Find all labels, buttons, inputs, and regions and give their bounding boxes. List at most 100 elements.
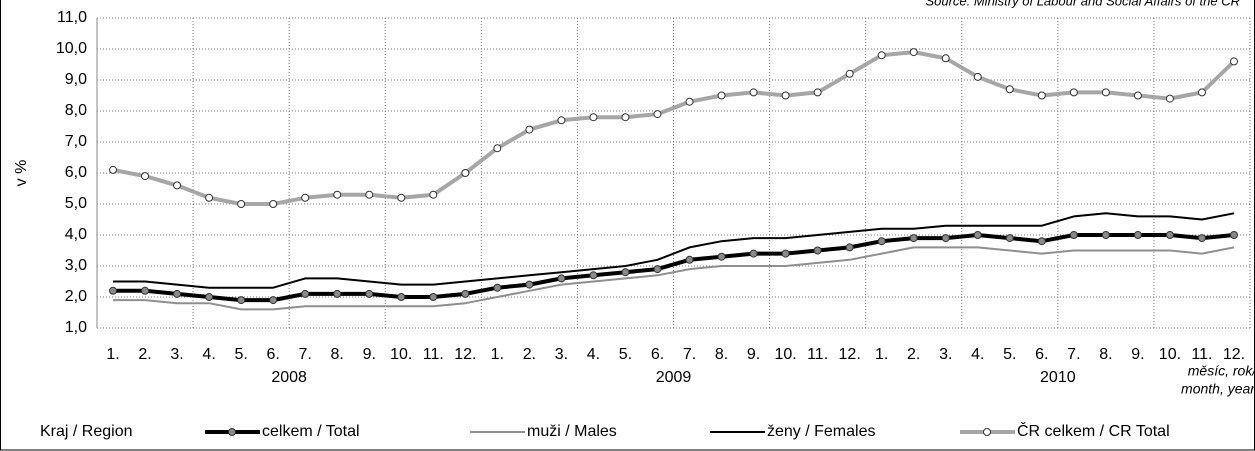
x-tick-label: 7. — [299, 346, 312, 363]
x-tick-label: 8. — [1099, 346, 1112, 363]
x-tick-label: 5. — [234, 346, 247, 363]
marker — [173, 289, 182, 298]
marker — [1005, 85, 1014, 94]
y-tick-label: 8,0 — [65, 102, 87, 119]
x-tick-label: 8. — [331, 346, 344, 363]
x-tick-label: 4. — [971, 346, 984, 363]
marker — [173, 181, 182, 190]
series-line — [112, 50, 1236, 206]
marker — [493, 144, 502, 153]
marker — [1197, 88, 1206, 97]
marker — [429, 190, 438, 199]
x-tick-label: 4. — [202, 346, 215, 363]
marker — [1005, 234, 1014, 243]
series-line — [113, 246, 1235, 311]
marker — [813, 246, 822, 255]
x-tick-label: 8. — [715, 346, 728, 363]
y-tick-label: 11,0 — [57, 9, 87, 26]
marker — [109, 286, 118, 295]
marker — [493, 283, 502, 292]
x-tick-label: 7. — [1067, 346, 1080, 363]
marker — [1069, 231, 1078, 239]
marker — [589, 113, 598, 122]
legend-marker — [228, 428, 236, 436]
y-tick-label: 1,0 — [65, 319, 87, 336]
x-tick-label: 12. — [839, 346, 861, 363]
legend-title: Kraj / Region — [40, 423, 133, 440]
marker — [1069, 88, 1078, 97]
x-tick-label: 2. — [138, 346, 151, 363]
marker — [781, 91, 790, 100]
marker — [653, 265, 662, 274]
marker — [1133, 91, 1142, 100]
x-tick-label: 3. — [555, 346, 568, 363]
x-tick-label: 10. — [390, 346, 412, 363]
x-tick-label: 3. — [170, 346, 183, 363]
marker — [557, 274, 566, 283]
x-tick-label: 5. — [619, 346, 632, 363]
x-tick-label: 7. — [683, 346, 696, 363]
x-tick-label: 9. — [363, 346, 376, 363]
legend-marker — [983, 428, 991, 436]
x-tick-label: 11. — [1191, 346, 1212, 363]
y-tick-label: 10,0 — [56, 40, 87, 57]
x-tick-label: 10. — [1159, 346, 1181, 363]
y-tick-label: 9,0 — [65, 71, 87, 88]
marker — [557, 116, 566, 125]
marker — [1229, 57, 1238, 66]
x-group-label: 2009 — [656, 369, 692, 386]
marker — [909, 234, 918, 243]
x-tick-label: 4. — [587, 346, 600, 363]
marker — [813, 88, 822, 97]
series-line — [113, 233, 1235, 303]
marker — [781, 249, 790, 258]
marker — [1037, 237, 1046, 246]
marker — [1165, 231, 1174, 239]
marker — [1133, 231, 1142, 239]
x-tick-label: 9. — [747, 346, 760, 363]
y-axis-label: v % — [13, 160, 30, 187]
marker — [141, 286, 150, 295]
legend-label: muži / Males — [527, 423, 617, 440]
x-tick-label: 6. — [1035, 346, 1048, 363]
x-tick-label: 6. — [266, 346, 279, 363]
marker — [1037, 91, 1046, 100]
marker — [941, 234, 950, 243]
marker — [877, 237, 886, 246]
marker — [237, 200, 246, 208]
marker — [429, 293, 438, 301]
marker — [109, 165, 118, 174]
x-tick-label: 11. — [807, 346, 828, 363]
marker — [717, 252, 726, 261]
marker — [205, 293, 214, 301]
x-axis-label: month, year — [1181, 381, 1255, 397]
x-group-label: 2008 — [271, 369, 307, 386]
y-tick-label: 5,0 — [65, 195, 87, 212]
marker — [237, 296, 246, 305]
marker — [589, 271, 598, 280]
marker — [845, 69, 854, 78]
x-tick-label: 11. — [423, 346, 444, 363]
x-tick-label: 9. — [1131, 346, 1144, 363]
y-tick-label: 4,0 — [65, 226, 87, 243]
x-tick-label: 12. — [1223, 346, 1245, 363]
x-group-label: 2010 — [1040, 369, 1076, 386]
x-tick-label: 1. — [491, 346, 504, 363]
marker — [621, 113, 630, 122]
x-tick-label: 1. — [106, 346, 119, 363]
marker — [621, 268, 630, 277]
source: Source: Ministry of Labour and Social Af… — [925, 0, 1240, 8]
x-tick-label: 12. — [454, 346, 476, 363]
marker — [525, 125, 534, 134]
marker — [525, 280, 534, 289]
marker — [397, 193, 406, 202]
marker — [685, 97, 694, 106]
marker — [301, 193, 310, 202]
marker — [269, 296, 278, 305]
marker — [749, 88, 758, 97]
marker — [1229, 231, 1238, 239]
y-tick-label: 2,0 — [65, 288, 87, 305]
marker — [1101, 88, 1110, 97]
x-axis-label: měsíc, rok/ — [1188, 363, 1255, 379]
marker — [269, 200, 278, 208]
